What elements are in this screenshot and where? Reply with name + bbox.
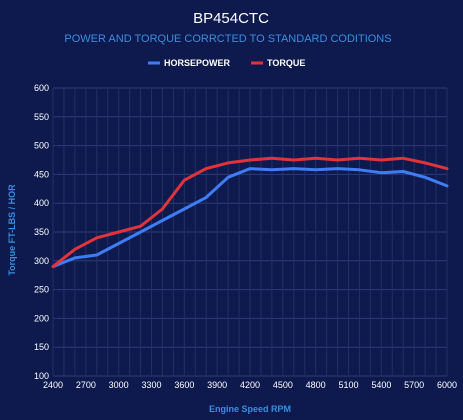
legend: HORSEPOWER TORQUE — [148, 58, 305, 68]
y-tick-label: 450 — [34, 169, 49, 179]
x-tick-label: 5700 — [404, 380, 424, 390]
x-tick-label: 2400 — [43, 380, 63, 390]
legend-label-horsepower: HORSEPOWER — [164, 58, 231, 68]
series-line-torque — [51, 156, 449, 269]
x-tick-label: 3000 — [109, 380, 129, 390]
y-axis-label: Torque FT-LBS / HOR — [7, 184, 17, 276]
x-tick-label: 5400 — [371, 380, 391, 390]
x-axis-label: Engine Speed RPM — [209, 404, 291, 414]
x-tick-label: 6000 — [437, 380, 457, 390]
x-tick-label: 5100 — [338, 380, 358, 390]
y-tick-label: 200 — [34, 313, 49, 323]
y-tick-label: 250 — [34, 285, 49, 295]
x-tick-label: 3300 — [141, 380, 161, 390]
y-tick-label: 550 — [34, 112, 49, 122]
x-axis-ticks: 2400 2700 3000 3300 3600 3900 4200 4500 4800 5100… — [43, 380, 457, 390]
series-line-horsepower — [51, 167, 449, 269]
y-tick-label: 150 — [34, 342, 49, 352]
chart-title: BP454CTC — [193, 10, 269, 27]
x-tick-label: 4800 — [306, 380, 326, 390]
series-lines — [51, 156, 449, 269]
y-tick-label: 600 — [34, 83, 49, 93]
y-tick-label: 350 — [34, 227, 49, 237]
x-tick-label: 4500 — [273, 380, 293, 390]
chart-subtitle: POWER AND TORQUE CORRCTED TO STANDARD CO… — [64, 33, 391, 45]
y-tick-label: 300 — [34, 256, 49, 266]
y-tick-label: 100 — [34, 371, 49, 381]
x-tick-label: 2700 — [76, 380, 96, 390]
y-tick-label: 500 — [34, 141, 49, 151]
y-tick-label: 400 — [34, 198, 49, 208]
x-tick-label: 3600 — [174, 380, 194, 390]
y-axis-ticks: 100 150 200 250 300 350 400 450 500 550 600 — [34, 83, 49, 381]
x-tick-label: 4200 — [240, 380, 260, 390]
x-tick-label: 3900 — [207, 380, 227, 390]
grid — [52, 87, 448, 377]
legend-label-torque: TORQUE — [267, 58, 305, 68]
